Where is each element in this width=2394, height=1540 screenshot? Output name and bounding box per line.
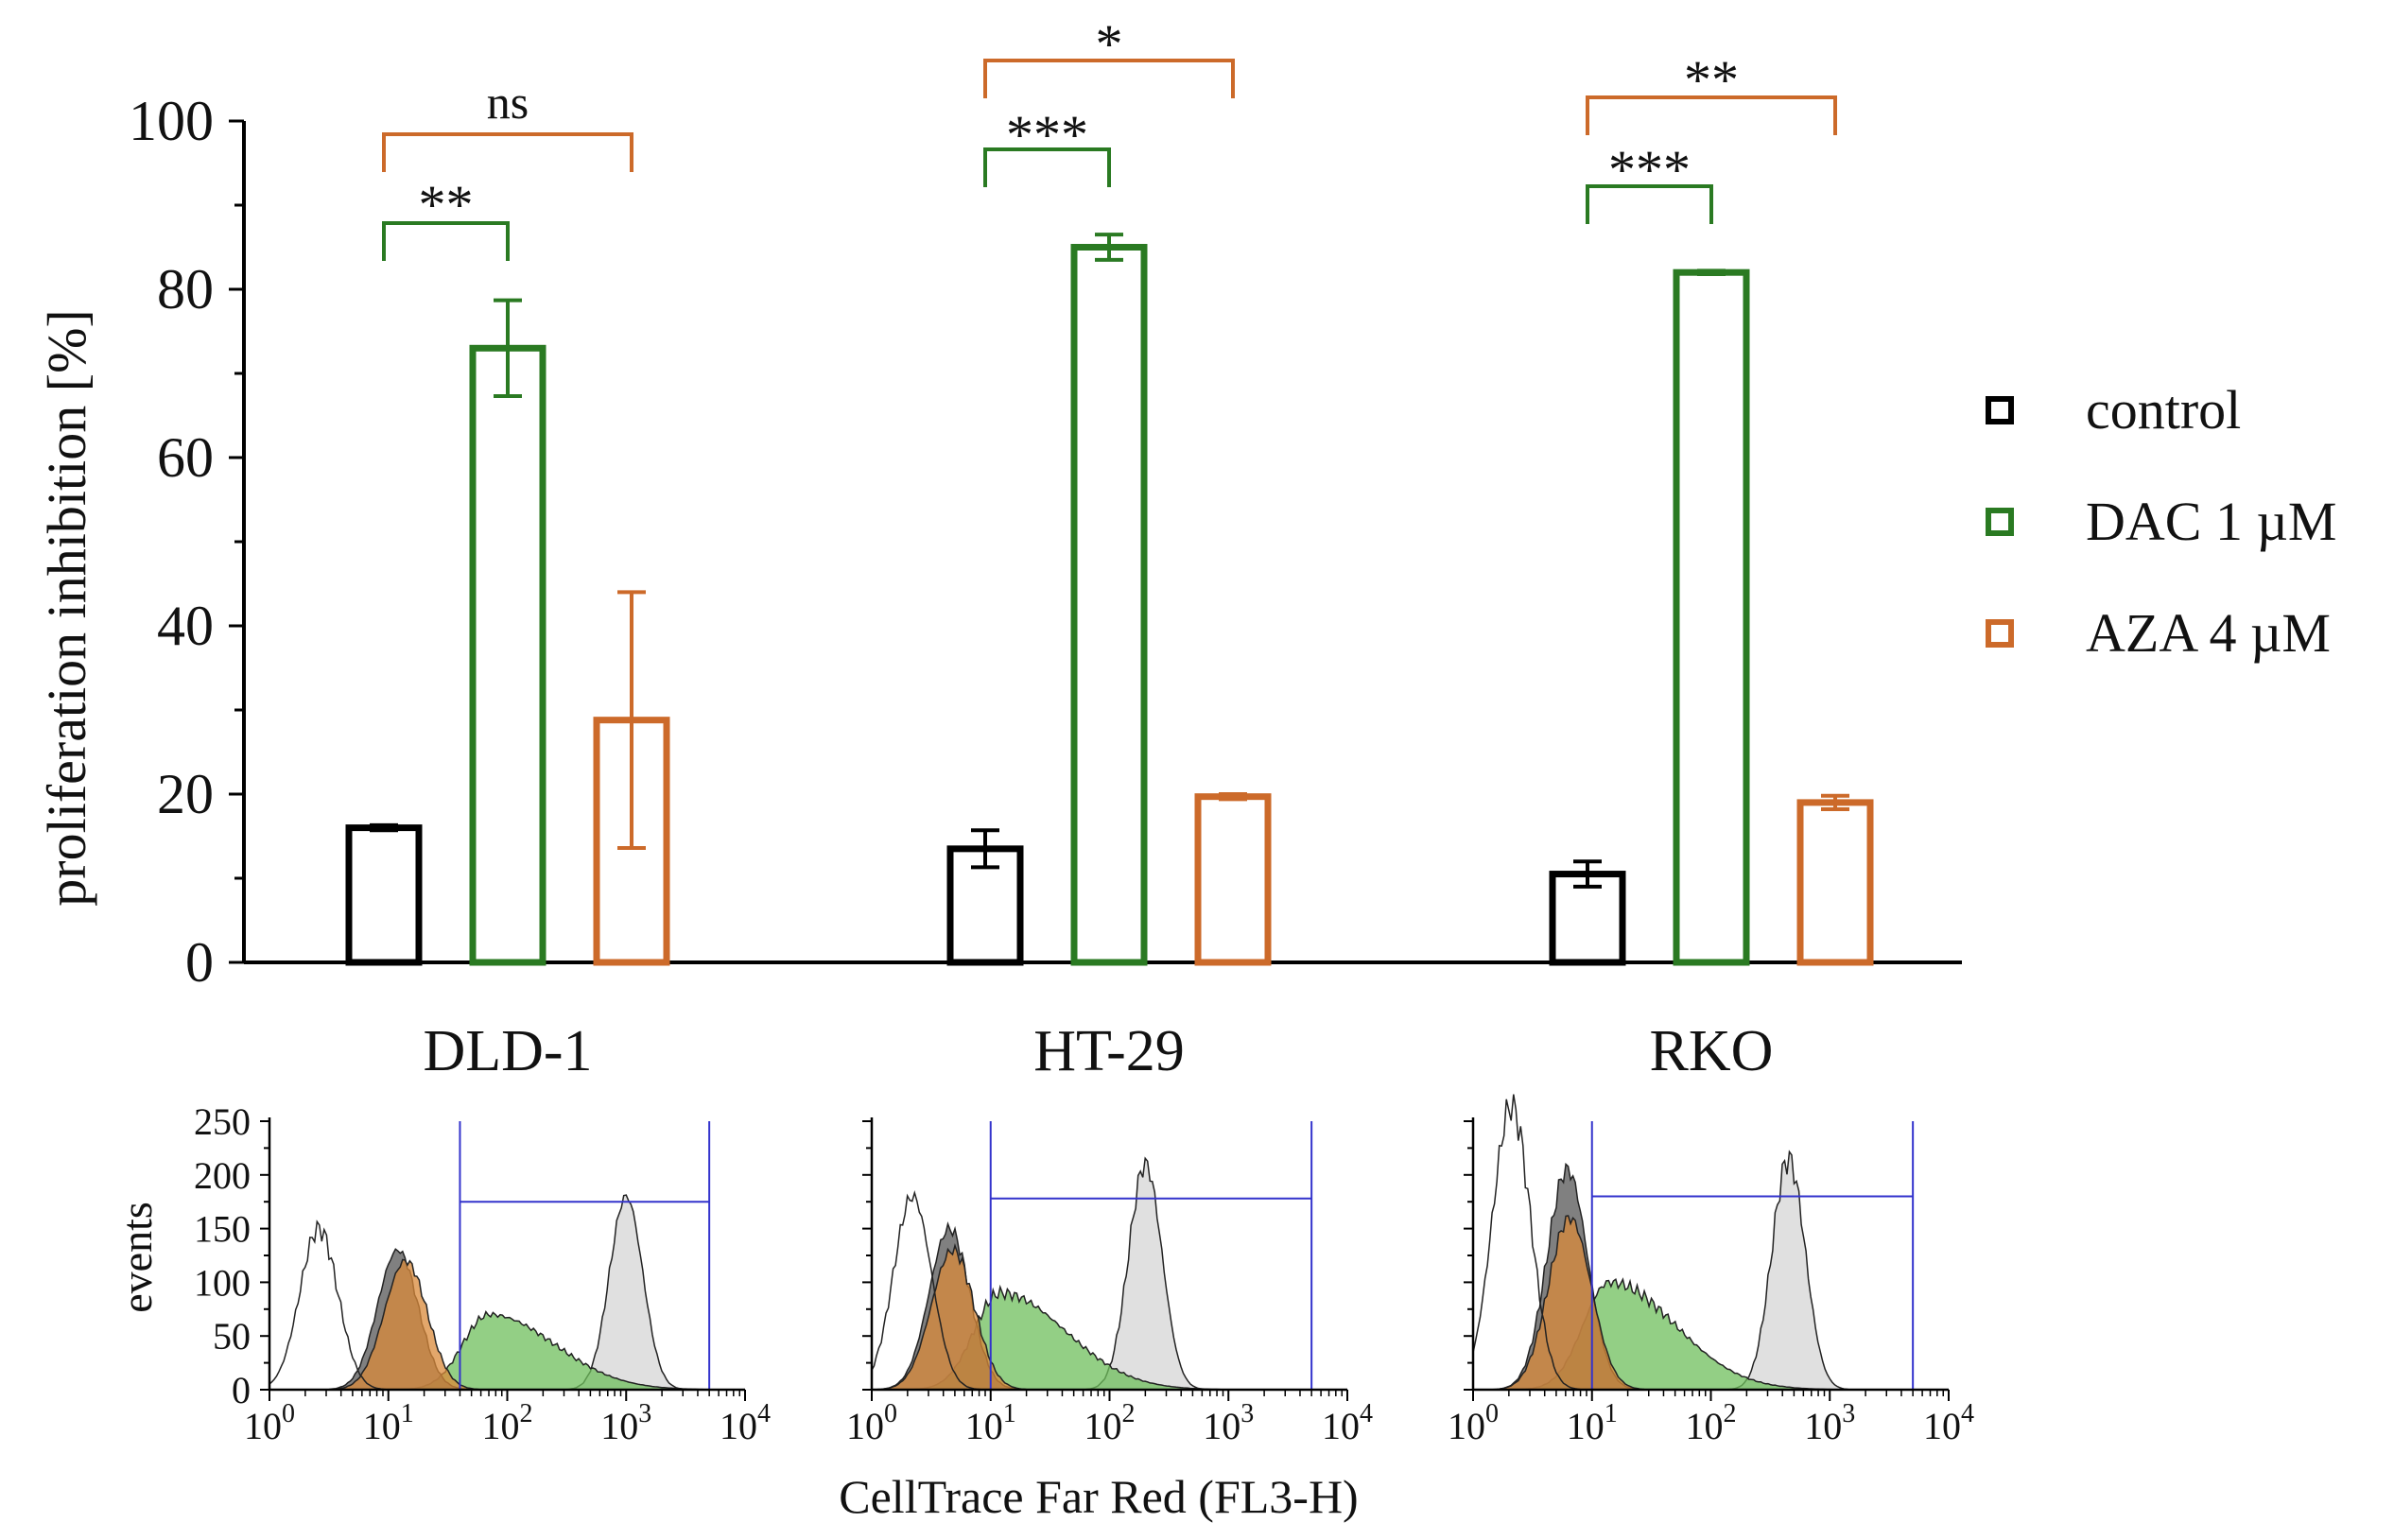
category-label-ht-29: HT-29	[1033, 1019, 1185, 1083]
legend-label-dac: DAC 1 µM	[2086, 491, 2337, 552]
flow-x-tick-label: 103	[600, 1399, 651, 1447]
y-tick-label: 100	[129, 90, 214, 152]
flow-x-tick-label: 104	[720, 1399, 771, 1447]
flow-x-tick-label: 100	[846, 1399, 897, 1447]
significance-bracket-rko-aza	[1586, 95, 1837, 135]
flow-x-tick-label: 104	[1322, 1399, 1373, 1447]
flow-y-tick-label: 50	[213, 1315, 251, 1358]
flow-panel-dld-1: 0 50 100 150 200 250 100 101 102 103 104	[194, 1100, 771, 1447]
flow-y-tick-label: 250	[194, 1100, 251, 1143]
flow-y-tick-label: 200	[194, 1154, 251, 1197]
y-tick-label: 40	[157, 595, 214, 657]
flow-x-tick-label: 101	[363, 1399, 414, 1447]
histogram-rko-unstained	[1472, 1094, 1949, 1391]
significance-label: **	[1684, 49, 1739, 111]
significance-label: ns	[487, 76, 529, 129]
legend-swatch-aza	[1986, 618, 2014, 648]
flow-x-tick-label: 101	[965, 1399, 1016, 1447]
y-axis-label: proliferation inhibition [%]	[36, 309, 97, 906]
legend-label-control: control	[2086, 379, 2242, 441]
flow-x-tick-label: 102	[482, 1399, 533, 1447]
flow-x-tick-label: 101	[1567, 1399, 1618, 1447]
significance-label: *	[1096, 13, 1123, 75]
flow-x-tick-label: 102	[1084, 1399, 1136, 1447]
significance-label: **	[419, 174, 474, 235]
flow-y-tick-label: 0	[232, 1369, 251, 1411]
flow-x-axis-label: CellTrace Far Red (FL3-H)	[839, 1470, 1358, 1523]
y-tick-label: 60	[157, 426, 214, 489]
significance-label: ***	[1006, 104, 1088, 165]
category-label-dld-1: DLD-1	[423, 1019, 592, 1083]
significance-bracket-dld-1-dac	[382, 221, 510, 261]
flow-x-tick-label: 103	[1203, 1399, 1254, 1447]
flow-panel-ht-29: 100 101 102 103 104	[846, 1117, 1373, 1447]
flow-y-tick-label: 100	[194, 1261, 251, 1304]
flow-y-tick-label: 150	[194, 1208, 251, 1251]
legend-item-control: control	[1986, 378, 2241, 441]
flow-x-tick-label: 100	[1448, 1399, 1499, 1447]
bar-ht-29-dac-1-m	[1070, 244, 1148, 966]
flow-x-tick-label: 100	[244, 1399, 295, 1447]
bar-dld-1-control	[345, 824, 423, 966]
significance-bracket-ht-29-dac	[983, 147, 1111, 187]
legend-label-aza: AZA 4 µM	[2086, 602, 2331, 664]
y-tick-label: 20	[157, 763, 214, 825]
legend-item-dac: DAC 1 µM	[1986, 490, 2336, 553]
category-label-rko: RKO	[1650, 1019, 1774, 1083]
bar-ht-29-aza-4-m	[1194, 793, 1272, 966]
legend-swatch-control	[1986, 395, 2014, 424]
bar-dld-1-dac-1-m	[469, 344, 546, 966]
significance-bracket-dld-1-aza	[382, 132, 633, 172]
y-tick-label: 0	[185, 931, 214, 994]
flow-x-tick-label: 102	[1686, 1399, 1737, 1447]
flow-x-tick-label: 104	[1923, 1399, 1974, 1447]
flow-x-tick-label: 103	[1804, 1399, 1855, 1447]
significance-bracket-ht-29-aza	[983, 59, 1235, 98]
flow-panels: events CellTrace Far Red (FL3-H) 0 50 100 150…	[113, 1094, 1974, 1523]
bar-chart: 0 20 40 60 80 100 proliferation inhibition [%]…	[36, 13, 1962, 1083]
bar-rko-dac-1-m	[1673, 268, 1750, 966]
flow-panel-rko: 100 101 102 103 104	[1448, 1094, 1974, 1447]
y-tick-label: 80	[157, 258, 214, 320]
legend-item-aza: AZA 4 µM	[1986, 601, 2331, 665]
significance-bracket-rko-dac	[1586, 184, 1713, 224]
legend-swatch-dac	[1986, 507, 2014, 536]
flow-y-axis-label: events	[113, 1202, 161, 1313]
bar-rko-aza-4-m	[1796, 799, 1874, 966]
significance-label: ***	[1608, 139, 1691, 200]
